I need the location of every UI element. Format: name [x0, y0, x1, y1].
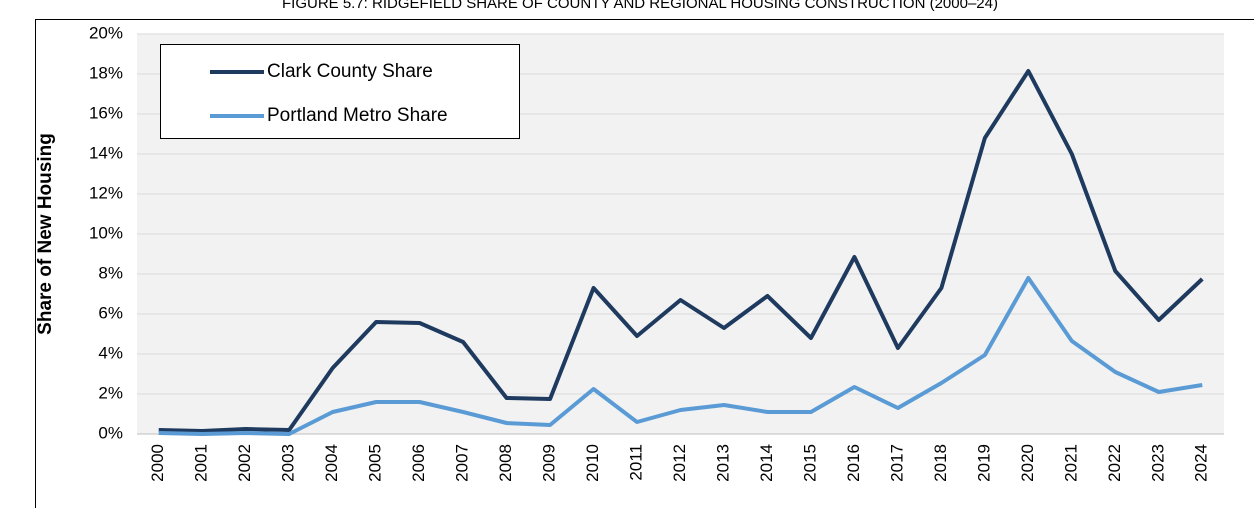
- y-tick-label: 10%: [89, 223, 123, 242]
- x-tick-label: 2011: [627, 444, 646, 481]
- x-tick-label: 2021: [1061, 444, 1080, 482]
- series-line: [158, 69, 1204, 433]
- y-tick-label: 0%: [98, 423, 123, 442]
- y-tick-label: 4%: [98, 343, 123, 362]
- x-tick-label: 2020: [1018, 444, 1037, 482]
- x-tick-label: 2010: [583, 444, 602, 482]
- x-tick-label: 2005: [366, 444, 385, 482]
- legend-label: Portland Metro Share: [267, 105, 448, 126]
- x-tick-label: 2000: [148, 444, 167, 482]
- x-tick-label: 2002: [235, 444, 254, 482]
- x-tick-label: 2001: [192, 444, 211, 482]
- x-tick-label: 2013: [713, 444, 732, 482]
- x-tick-label: 2018: [931, 444, 950, 482]
- y-tick-label: 12%: [89, 183, 123, 202]
- x-tick-label: 2003: [279, 444, 298, 482]
- x-tick-label: 2008: [496, 444, 515, 482]
- x-tick-label: 2015: [800, 444, 819, 482]
- x-tick-label: 2014: [757, 444, 776, 482]
- chart-title: FIGURE 5.7: RIDGEFIELD SHARE OF COUNTY A…: [282, 0, 998, 12]
- y-tick-label: 8%: [98, 263, 123, 282]
- x-tick-label: 2016: [844, 444, 863, 482]
- x-tick-label: 2006: [409, 444, 428, 482]
- x-tick-label: 2017: [887, 444, 906, 482]
- x-tick-label: 2023: [1148, 444, 1167, 482]
- chart-frame: [35, 19, 1254, 508]
- x-tick-label: 2019: [974, 444, 993, 482]
- y-tick-label: 16%: [89, 103, 123, 122]
- series-line: [158, 276, 1203, 436]
- x-tick-label: 2012: [670, 444, 689, 482]
- y-tick-label: 6%: [98, 303, 123, 322]
- x-tick-label: 2009: [540, 444, 559, 482]
- x-tick-label: 2004: [322, 444, 341, 482]
- x-tick-label: 2024: [1192, 444, 1211, 482]
- legend-box: [160, 44, 520, 139]
- legend-label: Clark County Share: [267, 61, 433, 82]
- y-axis-label: Share of New Housing: [35, 133, 56, 335]
- y-tick-label: 2%: [98, 383, 123, 402]
- x-tick-label: 2007: [453, 444, 472, 482]
- y-tick-label: 20%: [89, 23, 123, 42]
- y-tick-label: 18%: [89, 63, 123, 82]
- x-tick-label: 2022: [1105, 444, 1124, 482]
- y-tick-label: 14%: [89, 143, 123, 162]
